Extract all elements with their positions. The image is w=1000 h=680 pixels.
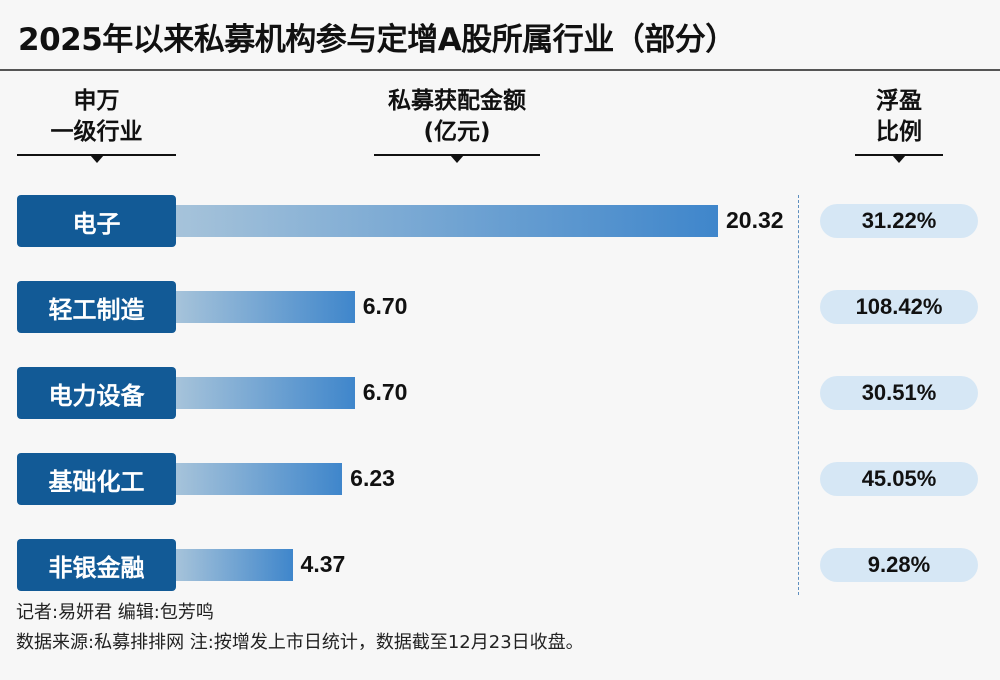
bar bbox=[176, 463, 343, 495]
footer-credits: 记者:易妍君 编辑:包芳鸣 bbox=[16, 602, 214, 623]
divider-dashed-line bbox=[798, 195, 799, 595]
header-industry: 申万 一级行业 bbox=[17, 86, 176, 163]
bar-value-label: 6.70 bbox=[362, 293, 408, 319]
float-profit-ratio: 31.22% bbox=[820, 204, 978, 238]
float-profit-ratio: 30.51% bbox=[820, 376, 978, 410]
float-profit-ratio: 45.05% bbox=[820, 462, 978, 496]
title-divider bbox=[0, 69, 1000, 71]
category-label: 基础化工 bbox=[17, 453, 176, 505]
bar-value-label: 6.70 bbox=[362, 379, 408, 405]
header-amount-line1: 私募获配金额 bbox=[388, 88, 526, 114]
header-ratio-line2: 比例 bbox=[876, 119, 922, 145]
bar-value-label: 4.37 bbox=[300, 551, 346, 577]
category-label: 电力设备 bbox=[17, 367, 176, 419]
header-amount: 私募获配金额 (亿元) bbox=[374, 86, 540, 163]
header-amount-line2: (亿元) bbox=[423, 119, 491, 145]
header-industry-line1: 申万 bbox=[73, 88, 120, 114]
category-label: 轻工制造 bbox=[17, 281, 176, 333]
triangle-down-icon bbox=[892, 155, 906, 163]
bar bbox=[176, 377, 355, 409]
triangle-down-icon bbox=[450, 155, 464, 163]
float-profit-ratio: 108.42% bbox=[820, 290, 978, 324]
chart-title: 2025年以来私募机构参与定增A股所属行业（部分） bbox=[18, 22, 736, 58]
bar bbox=[176, 205, 718, 237]
triangle-down-icon bbox=[89, 155, 104, 163]
category-label: 非银金融 bbox=[17, 539, 176, 591]
header-ratio: 浮盈 比例 bbox=[855, 86, 943, 163]
header-industry-line2: 一级行业 bbox=[50, 119, 143, 145]
bar-value-label: 6.23 bbox=[350, 465, 395, 491]
float-profit-ratio: 9.28% bbox=[820, 548, 978, 582]
category-label: 电子 bbox=[17, 195, 176, 247]
footer-source-note: 数据来源:私募排排网 注:按增发上市日统计，数据截至12月23日收盘。 bbox=[16, 632, 584, 653]
bar bbox=[176, 549, 293, 581]
bar bbox=[176, 291, 355, 323]
bar-value-label: 20.32 bbox=[726, 207, 784, 233]
header-ratio-line1: 浮盈 bbox=[876, 88, 922, 114]
